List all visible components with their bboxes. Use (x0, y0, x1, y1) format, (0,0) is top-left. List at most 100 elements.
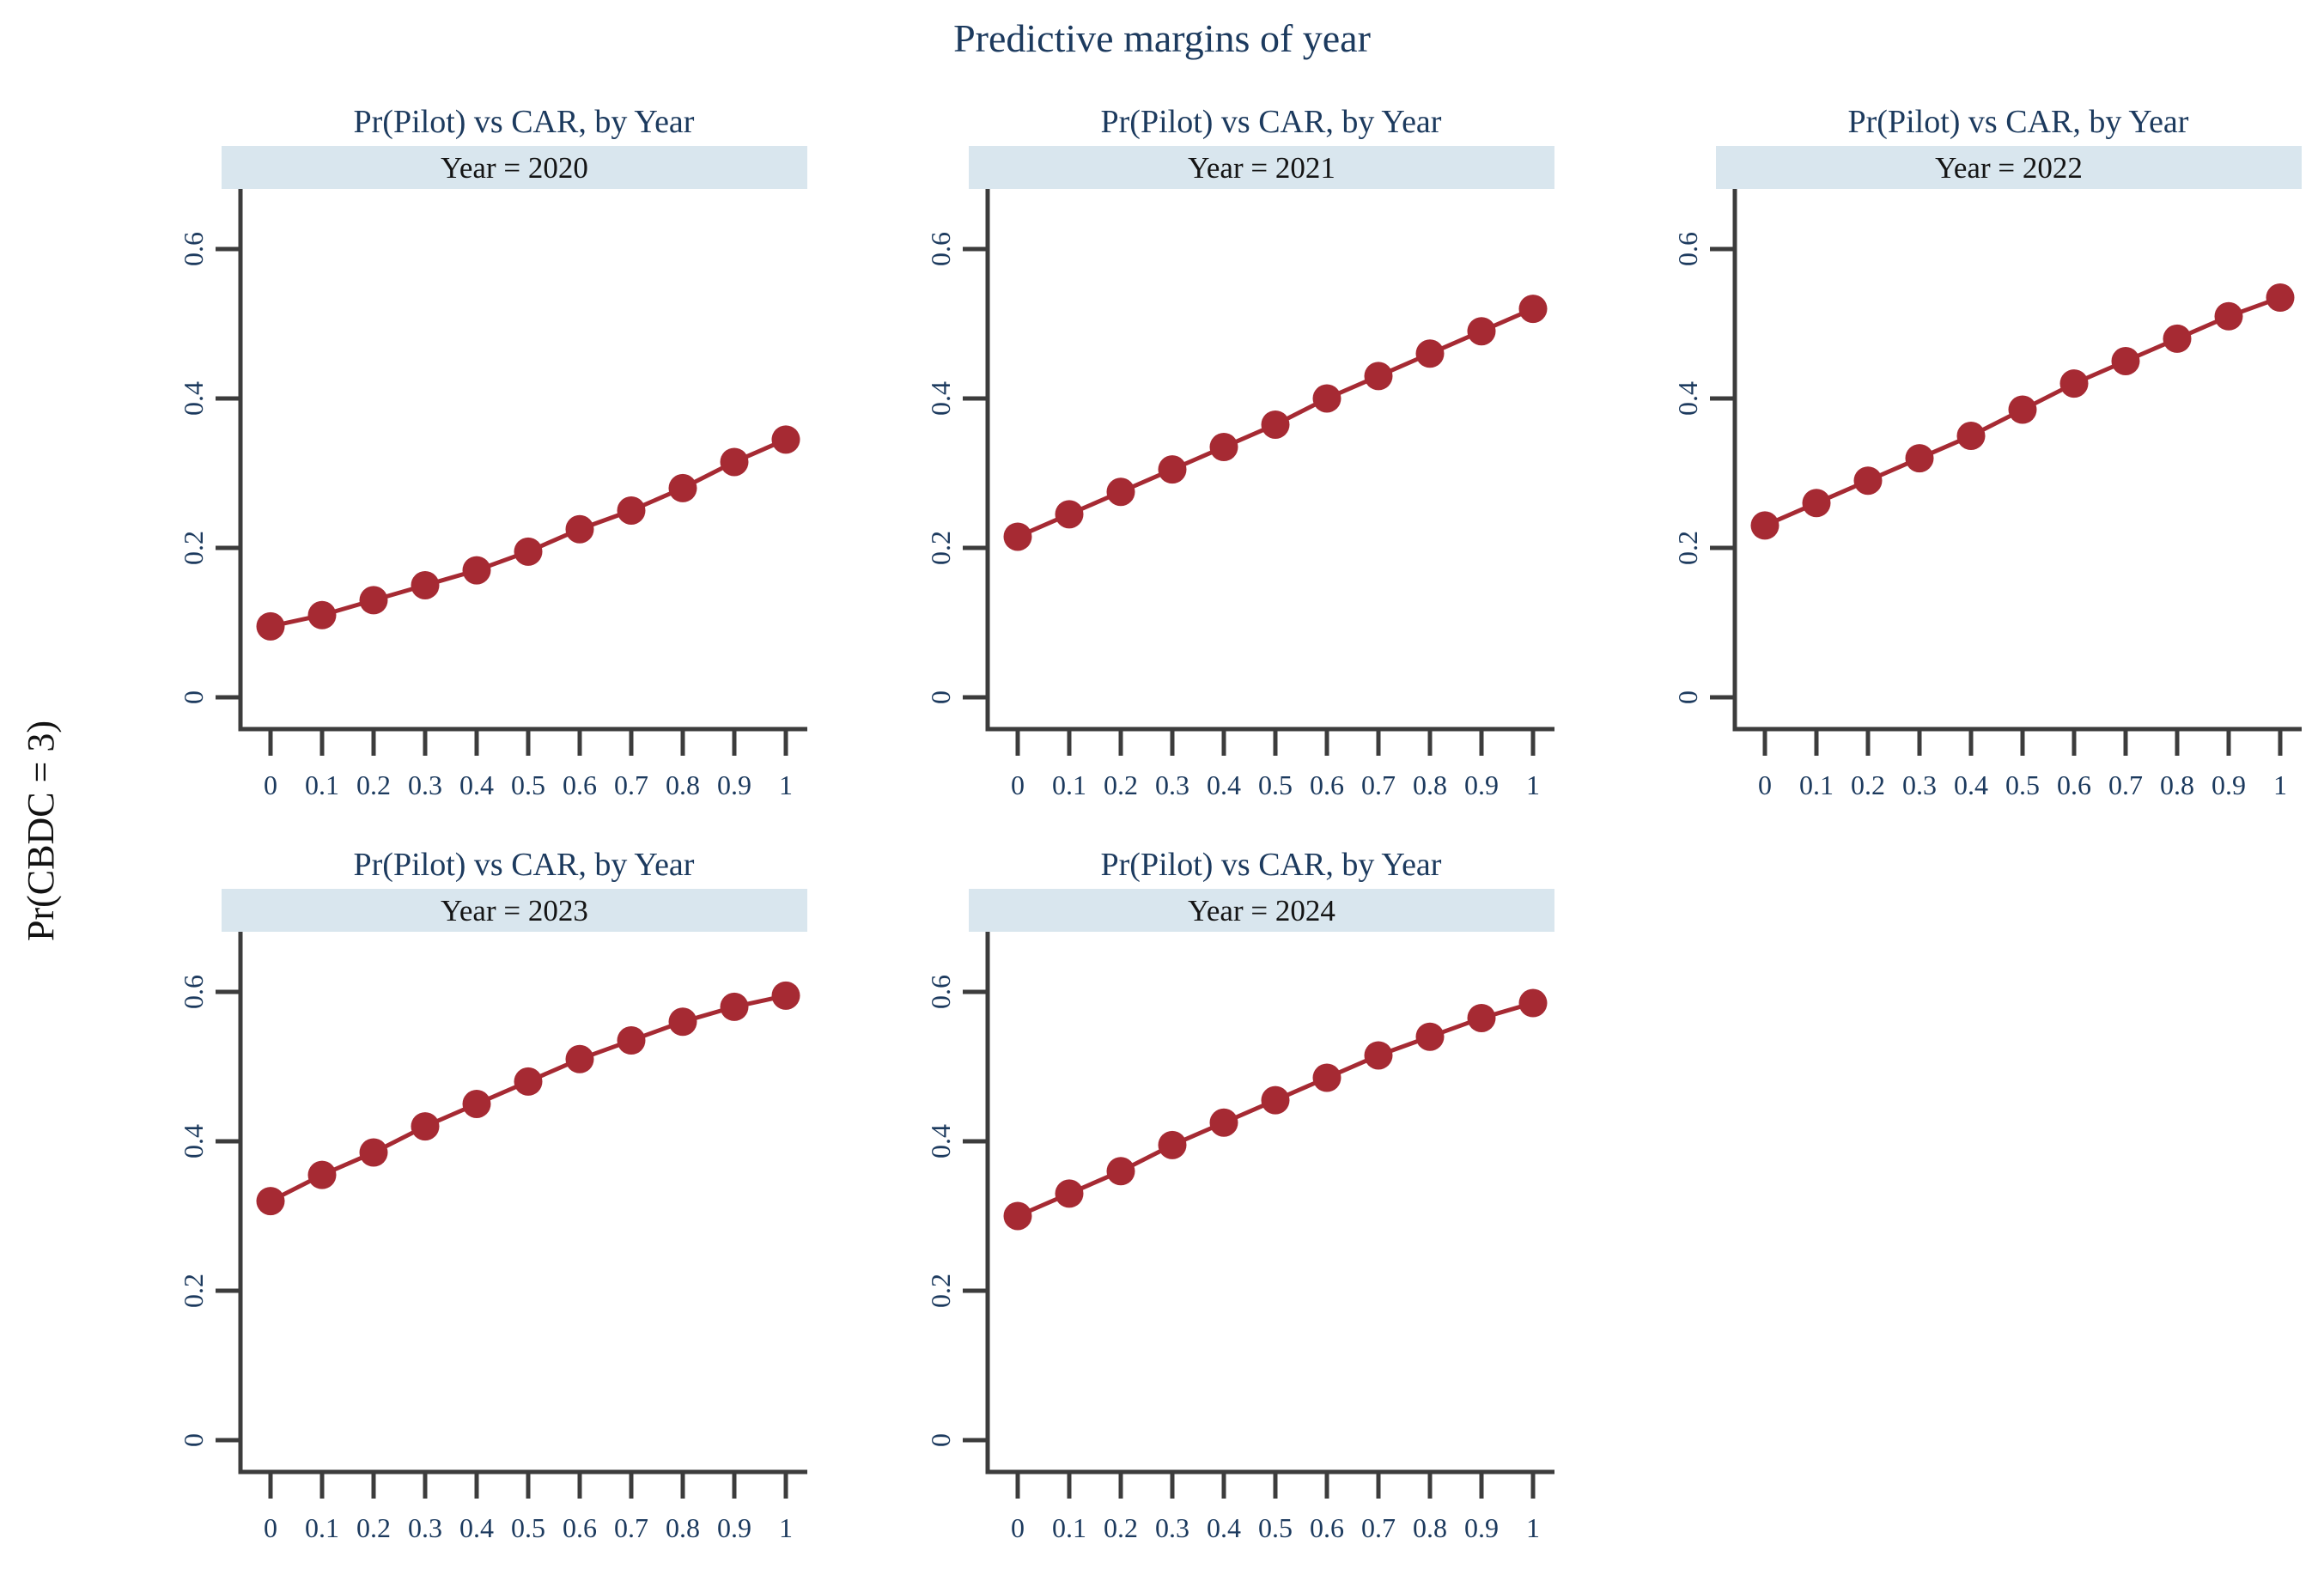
data-point-marker (2059, 369, 2089, 398)
y-tick-label: 0 (925, 690, 956, 704)
panel-2024: Pr(Pilot) vs CAR, by Year Year = 2024 0 0.2… (829, 839, 1576, 1565)
y-tick-label: 0.2 (178, 531, 209, 565)
data-point-marker (1312, 384, 1341, 413)
x-tick-label: 0.7 (614, 769, 648, 800)
data-point-marker (2111, 347, 2140, 375)
x-tick-label: 0.4 (1207, 1512, 1241, 1543)
x-tick-label: 0.8 (666, 1512, 700, 1543)
x-tick-label: 0.5 (1258, 769, 1293, 800)
x-tick-label: 0.8 (1413, 769, 1447, 800)
data-point-marker (1364, 1041, 1393, 1070)
panel-chart: Pr(Pilot) vs CAR, by Year Year = 2023 0 0.2… (178, 847, 807, 1543)
x-tick-label: 0.8 (666, 769, 700, 800)
series-line (269, 993, 787, 1203)
panel-title: Pr(Pilot) vs CAR, by Year (354, 847, 695, 883)
data-point-marker (1518, 295, 1548, 324)
y-axis-label-wrap: Pr(CBDC = 3) (0, 96, 82, 1565)
x-tick-label: 0.5 (2005, 769, 2040, 800)
panel-chart: Pr(Pilot) vs CAR, by Year Year = 2021 0 0.2… (925, 104, 1554, 800)
y-tick-label: 0 (925, 1433, 956, 1447)
x-tick-label: 0.6 (563, 1512, 597, 1543)
x-tick-label: 0.9 (2211, 769, 2246, 800)
panel-chart: Pr(Pilot) vs CAR, by Year Year = 2024 0 0.2… (925, 847, 1554, 1543)
data-point-marker (1956, 422, 1986, 450)
x-tick-label: 0 (264, 769, 277, 800)
y-tick-label: 0.6 (1672, 232, 1703, 266)
y-tick-label: 0.4 (925, 381, 956, 416)
data-point-marker (307, 600, 337, 629)
x-tick-label: 0.2 (1851, 769, 1885, 800)
data-point-marker (565, 514, 594, 544)
x-tick-label: 0.6 (2057, 769, 2091, 800)
panel-header-band (969, 146, 1554, 189)
panel-title: Pr(Pilot) vs CAR, by Year (1848, 104, 2189, 140)
data-point-marker (1055, 500, 1084, 529)
panel-header-band (222, 889, 807, 932)
x-tick-label: 1 (2273, 769, 2287, 800)
data-point-marker (565, 1044, 594, 1073)
data-point-marker (2214, 301, 2243, 331)
panels-grid: Pr(Pilot) vs CAR, by Year Year = 2020 0 0.2… (82, 96, 2323, 1565)
data-point-marker (1003, 1201, 1032, 1231)
data-point-marker (1518, 988, 1548, 1018)
data-point-marker (411, 571, 440, 599)
data-point-marker (462, 1090, 491, 1118)
x-tick-label: 1 (779, 1512, 793, 1543)
x-tick-label: 0.3 (408, 1512, 442, 1543)
data-point-marker (514, 537, 543, 566)
data-point-marker (1750, 511, 1780, 540)
data-point-marker (1003, 522, 1032, 551)
panel-title: Pr(Pilot) vs CAR, by Year (354, 104, 695, 140)
data-point-marker (668, 1007, 697, 1037)
x-tick-label: 0.1 (1799, 769, 1834, 800)
x-tick-label: 0 (1011, 769, 1025, 800)
data-point-marker (462, 556, 491, 585)
data-point-marker (1312, 1063, 1341, 1092)
panel-2020: Pr(Pilot) vs CAR, by Year Year = 2020 0 0.2… (82, 96, 829, 822)
x-tick-label: 0.2 (356, 1512, 391, 1543)
y-tick-label: 0 (178, 690, 209, 704)
panel-2021: Pr(Pilot) vs CAR, by Year Year = 2021 0 0.2… (829, 96, 1576, 822)
panel-header-label: Year = 2023 (441, 894, 588, 927)
y-tick-label: 0.2 (925, 1274, 956, 1308)
x-tick-label: 0.6 (563, 769, 597, 800)
x-tick-label: 0.8 (1413, 1512, 1447, 1543)
data-point-marker (359, 586, 388, 615)
x-tick-label: 0.1 (1052, 1512, 1086, 1543)
series-line (270, 437, 787, 629)
data-point-marker (1415, 1022, 1445, 1051)
x-tick-label: 0.9 (1464, 1512, 1499, 1543)
y-tick-label: 0.4 (925, 1124, 956, 1158)
panel-header-label: Year = 2022 (1935, 151, 2083, 185)
y-tick-label: 0.6 (178, 975, 209, 1009)
data-point-marker (256, 1187, 285, 1216)
x-tick-label: 0.4 (1207, 769, 1241, 800)
data-point-marker (1106, 1157, 1135, 1186)
panel-header-band (1716, 146, 2302, 189)
data-point-marker (2266, 283, 2295, 313)
panel-header-label: Year = 2020 (441, 151, 588, 185)
x-tick-label: 0.4 (1954, 769, 1988, 800)
data-point-marker (1467, 317, 1496, 346)
data-point-marker (359, 1138, 388, 1167)
data-point-marker (771, 425, 800, 454)
data-point-marker (1055, 1179, 1084, 1208)
x-tick-label: 0.4 (459, 769, 494, 800)
data-point-marker (307, 1160, 337, 1189)
x-tick-label: 1 (1526, 1512, 1540, 1543)
data-point-marker (1209, 433, 1238, 462)
x-tick-label: 0.2 (356, 769, 391, 800)
x-tick-label: 0.3 (1155, 769, 1189, 800)
axes (985, 189, 1554, 732)
y-tick-label: 0 (178, 1433, 209, 1447)
panel-header-label: Year = 2024 (1188, 894, 1335, 927)
x-tick-label: 0.9 (717, 1512, 751, 1543)
y-tick-label: 0.6 (925, 975, 956, 1009)
x-tick-label: 0.3 (408, 769, 442, 800)
data-point-marker (1905, 444, 1934, 473)
y-tick-label: 0.2 (1672, 531, 1703, 565)
x-tick-label: 0.6 (1310, 769, 1344, 800)
data-point-marker (411, 1112, 440, 1141)
panel-header-band (969, 889, 1554, 932)
panel-header-label: Year = 2021 (1188, 151, 1335, 185)
